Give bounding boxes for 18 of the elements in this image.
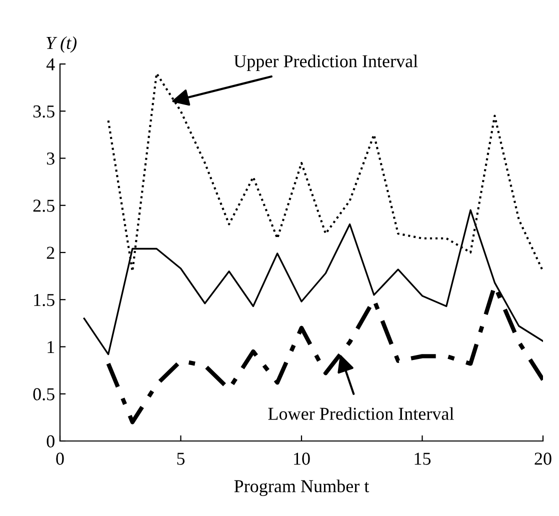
y-tick-label: 2 [46, 246, 54, 259]
x-tick-label: 0 [56, 452, 64, 465]
y-tick-label: 0 [46, 435, 54, 448]
annotation: Upper Prediction Interval [234, 54, 418, 71]
y-tick-label: 3.5 [33, 105, 54, 118]
y-tick-label: 2.5 [33, 200, 54, 212]
y-tick-label: 1 [48, 341, 54, 354]
x-tick-label: 15 [414, 452, 431, 465]
y-tick-label: 4 [46, 58, 55, 70]
annotation: Lower Prediction Interval [268, 407, 454, 420]
y-axis-title: Y (t) [46, 36, 77, 53]
x-axis-title: Program Number t [234, 480, 370, 496]
x-tick-label: 10 [294, 452, 310, 465]
y-tick-label: 1.5 [34, 294, 54, 306]
x-tick-label: 5 [177, 452, 185, 465]
y-tick-label: 3 [46, 152, 54, 165]
y-tick-label: 0.5 [33, 388, 54, 400]
x-tick-label: 20 [534, 452, 552, 465]
